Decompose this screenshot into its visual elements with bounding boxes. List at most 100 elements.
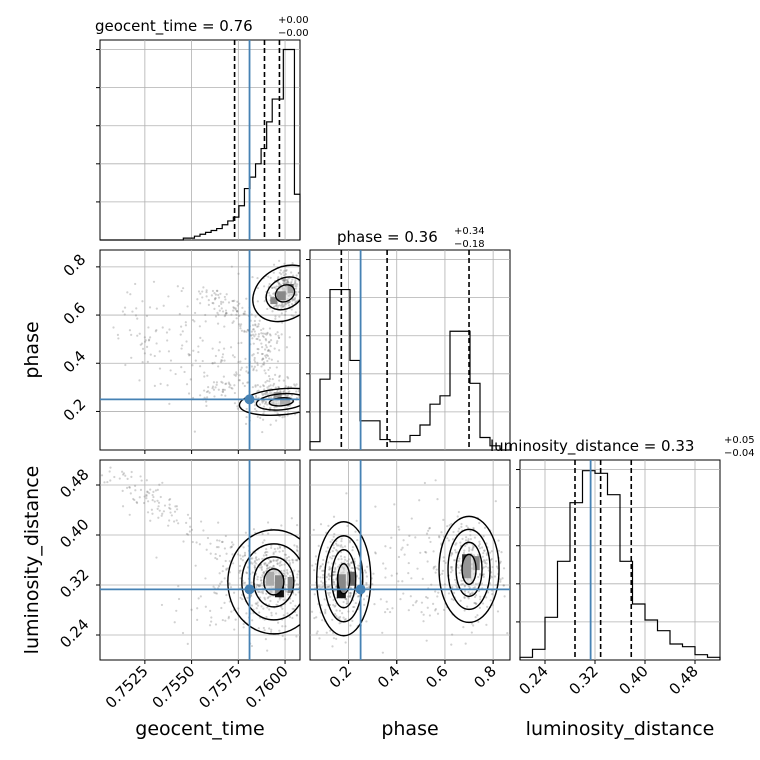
contour-line [227, 529, 300, 635]
scatter-point [491, 565, 494, 569]
scatter-point [401, 580, 404, 583]
scatter-point [325, 631, 328, 634]
scatter-point [275, 366, 278, 369]
scatter-point [332, 582, 336, 585]
scatter-point [351, 546, 355, 549]
scatter-point [473, 595, 477, 599]
scatter-point [103, 481, 106, 484]
scatter-point [167, 295, 170, 298]
scatter-point [295, 383, 298, 386]
scatter-point [293, 569, 296, 572]
scatter-point [197, 345, 200, 348]
scatter-point [385, 600, 388, 603]
scatter-point [125, 486, 129, 489]
scatter-point [167, 350, 171, 353]
scatter-point [348, 563, 351, 566]
scatter-point [159, 495, 162, 499]
scatter-point [289, 385, 293, 389]
scatter-point [205, 295, 208, 298]
scatter-point [259, 416, 262, 419]
scatter-point [264, 393, 268, 396]
scatter-point [139, 488, 143, 492]
contour-line [337, 563, 351, 595]
scatter-point [257, 583, 260, 587]
scatter-point [223, 577, 226, 580]
scatter-point [261, 334, 264, 338]
scatter-point [390, 574, 393, 577]
scatter-point [140, 342, 144, 345]
scatter-point [274, 373, 277, 376]
scatter-point [202, 286, 205, 289]
scatter-point [298, 401, 300, 404]
scatter-point [494, 560, 498, 563]
scatter-point [489, 599, 492, 602]
scatter-point [246, 381, 249, 384]
scatter-point [367, 586, 370, 589]
scatter-point [305, 586, 307, 588]
scatter-point [256, 578, 259, 581]
scatter-point [334, 585, 337, 589]
scatter-point [472, 544, 475, 547]
scatter-point [235, 371, 238, 374]
scatter-point [154, 330, 157, 333]
scatter-point [272, 551, 275, 554]
scatter-point [382, 562, 385, 565]
scatter-point [454, 548, 457, 552]
scatter-point [357, 595, 361, 598]
scatter-point [224, 311, 228, 315]
scatter-point [463, 584, 466, 587]
scatter-point [463, 590, 467, 593]
scatter-point [306, 541, 308, 543]
scatter-point [253, 566, 257, 569]
panel-phase-vs-geocent-time [99, 249, 301, 451]
scatter-point [269, 561, 272, 564]
scatter-point [299, 585, 300, 588]
scatter-point [272, 382, 276, 385]
contour-line [274, 284, 296, 303]
scatter-point [463, 596, 466, 599]
contour-line [238, 387, 300, 416]
scatter-point [474, 594, 478, 597]
scatter-point [302, 565, 304, 567]
scatter-point [233, 356, 236, 359]
scatter-point [193, 430, 196, 433]
scatter-point [278, 271, 281, 275]
scatter-point [460, 522, 463, 526]
scatter-point [406, 543, 409, 546]
scatter-point [357, 564, 360, 567]
scatter-point [199, 336, 202, 339]
scatter-point [254, 602, 257, 605]
scatter-point [286, 279, 289, 282]
scatter-point [294, 287, 298, 290]
scatter-point [440, 531, 443, 534]
scatter-point [437, 535, 441, 538]
scatter-point [255, 558, 259, 562]
scatter-point [478, 589, 481, 593]
contour-line [324, 535, 364, 623]
scatter-point [266, 331, 269, 334]
scatter-point [352, 605, 355, 609]
scatter-point [277, 304, 280, 308]
scatter-point [363, 603, 366, 607]
scatter-point [344, 558, 347, 561]
scatter-point [481, 602, 485, 605]
scatter-point [130, 356, 133, 359]
scatter-point [126, 291, 129, 294]
scatter-point [276, 562, 279, 565]
scatter-point [273, 305, 276, 308]
contour-line [461, 553, 477, 586]
scatter-point [260, 565, 264, 568]
scatter-point [214, 315, 218, 318]
scatter-point [123, 306, 127, 309]
scatter-point [297, 591, 300, 594]
scatter-point [250, 334, 253, 337]
scatter-point [506, 631, 509, 635]
truth-marker [244, 584, 255, 595]
scatter-point [139, 475, 142, 478]
scatter-point [246, 328, 249, 332]
scatter-point [268, 333, 272, 336]
scatter-point [287, 277, 290, 280]
scatter-point [343, 545, 347, 548]
scatter-point [296, 550, 299, 553]
scatter-point [236, 300, 239, 303]
